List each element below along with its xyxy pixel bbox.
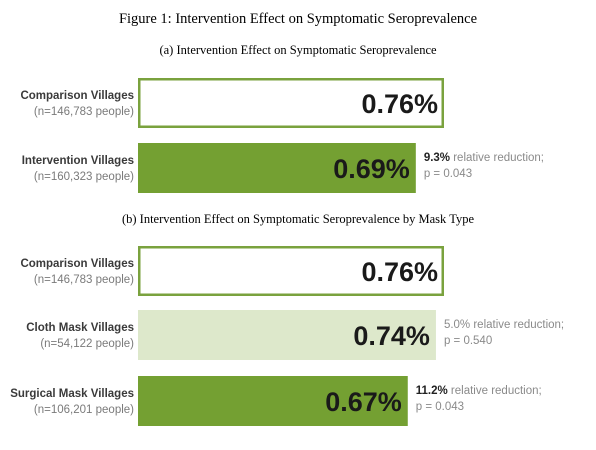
bar [138, 246, 444, 296]
data-label: 0.74% [353, 321, 430, 351]
data-label: 0.69% [333, 154, 410, 184]
panel-a-title: (a) Intervention Effect on Symptomatic S… [159, 43, 437, 57]
bar [138, 78, 444, 128]
reduction-note: 9.3% relative reduction; [424, 152, 544, 164]
bar [138, 143, 416, 193]
figure-title: Figure 1: Intervention Effect on Symptom… [119, 11, 477, 27]
category-label: Comparison Villages [20, 90, 134, 102]
data-label: 0.76% [361, 257, 438, 287]
panel-b-title: (b) Intervention Effect on Symptomatic S… [122, 212, 474, 226]
sample-size-label: (n=160,323 people) [34, 171, 134, 183]
p-value-note: p = 0.043 [424, 168, 472, 180]
data-label: 0.76% [361, 89, 438, 119]
category-label: Cloth Mask Villages [26, 322, 134, 334]
reduction-percent: 9.3% [424, 152, 450, 164]
category-label: Surgical Mask Villages [10, 388, 134, 400]
bar [138, 310, 436, 360]
reduction-percent: 11.2% [416, 385, 448, 397]
reduction-text: relative reduction; [448, 385, 542, 397]
bar-group: Comparison Villages (n=146,783 people) 0.7… [10, 78, 564, 426]
sample-size-label: (n=54,122 people) [40, 338, 134, 350]
sample-size-label: (n=146,783 people) [34, 106, 134, 118]
data-label: 0.67% [325, 387, 402, 417]
category-label: Comparison Villages [20, 258, 134, 270]
sample-size-label: (n=106,201 people) [34, 404, 134, 416]
reduction-note: 11.2% relative reduction; [416, 385, 542, 397]
reduction-text: relative reduction; [450, 152, 544, 164]
p-value-note: p = 0.043 [416, 401, 464, 413]
bar [138, 376, 408, 426]
sample-size-label: (n=146,783 people) [34, 274, 134, 286]
reduction-text: 5.0% relative reduction; [444, 319, 564, 331]
p-value-note: p = 0.540 [444, 335, 492, 347]
category-label: Intervention Villages [22, 155, 134, 167]
reduction-note: 5.0% relative reduction; [444, 319, 564, 331]
